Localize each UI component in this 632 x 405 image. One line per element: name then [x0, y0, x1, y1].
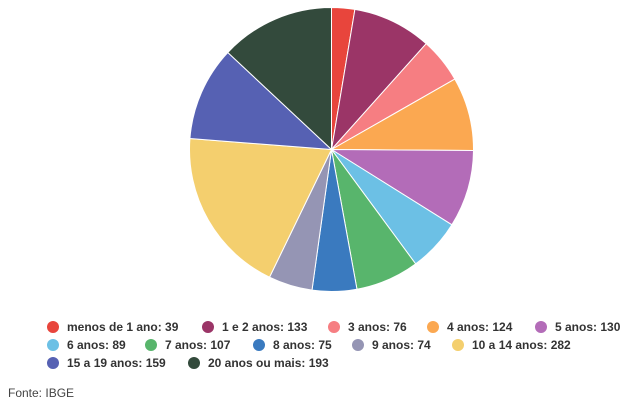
- legend-label-8-anos: 8 anos: 75: [273, 338, 332, 352]
- legend-marker-4-anos: [427, 321, 439, 333]
- legend-item-menos-de-1-ano[interactable]: menos de 1 ano: 39: [47, 318, 178, 336]
- legend-label-menos-de-1-ano: menos de 1 ano: 39: [67, 320, 179, 334]
- legend-marker-10-a-14-anos: [452, 339, 464, 351]
- legend-label-5-anos: 5 anos: 130: [555, 320, 621, 334]
- pie-chart: [189, 6, 475, 292]
- legend-label-7-anos: 7 anos: 107: [165, 338, 231, 352]
- legend-item-20-anos-ou-mais[interactable]: 20 anos ou mais: 193: [188, 354, 329, 372]
- legend-item-1-e-2-anos[interactable]: 1 e 2 anos: 133: [202, 318, 307, 336]
- legend-item-15-a-19-anos[interactable]: 15 a 19 anos: 159: [47, 354, 166, 372]
- legend-marker-3-anos: [328, 321, 340, 333]
- legend-item-5-anos[interactable]: 5 anos: 130: [535, 318, 620, 336]
- legend-item-7-anos[interactable]: 7 anos: 107: [145, 336, 230, 354]
- legend-label-9-anos: 9 anos: 74: [372, 338, 431, 352]
- legend-item-10-a-14-anos[interactable]: 10 a 14 anos: 282: [452, 336, 571, 354]
- pie-slice-1-e-2-anos[interactable]: [330, 8, 427, 152]
- legend-marker-7-anos: [145, 339, 157, 351]
- legend-label-20-anos-ou-mais: 20 anos ou mais: 193: [208, 356, 329, 370]
- source-note: Fonte: IBGE: [8, 386, 75, 400]
- legend-item-6-anos[interactable]: 6 anos: 89: [47, 336, 126, 354]
- pie-slice-20-anos-ou-mais[interactable]: [227, 6, 332, 151]
- legend-label-1-e-2-anos: 1 e 2 anos: 133: [222, 320, 308, 334]
- legend-marker-20-anos-ou-mais: [188, 357, 200, 369]
- legend-label-10-a-14-anos: 10 a 14 anos: 282: [472, 338, 571, 352]
- legend-item-3-anos[interactable]: 3 anos: 76: [328, 318, 407, 336]
- legend-marker-menos-de-1-ano: [47, 321, 59, 333]
- legend-marker-8-anos: [253, 339, 265, 351]
- legend-label-3-anos: 3 anos: 76: [348, 320, 407, 334]
- legend-item-8-anos[interactable]: 8 anos: 75: [253, 336, 332, 354]
- legend-marker-1-e-2-anos: [202, 321, 214, 333]
- legend-label-6-anos: 6 anos: 89: [67, 338, 126, 352]
- legend-marker-9-anos: [352, 339, 364, 351]
- legend-label-4-anos: 4 anos: 124: [447, 320, 513, 334]
- legend-marker-5-anos: [535, 321, 547, 333]
- pie-slice-10-a-14-anos[interactable]: [189, 137, 333, 278]
- legend-item-4-anos[interactable]: 4 anos: 124: [427, 318, 512, 336]
- pie-slice-15-a-19-anos[interactable]: [189, 51, 333, 151]
- legend-marker-15-a-19-anos: [47, 357, 59, 369]
- legend-marker-6-anos: [47, 339, 59, 351]
- legend-label-15-a-19-anos: 15 a 19 anos: 159: [67, 356, 166, 370]
- legend-item-9-anos[interactable]: 9 anos: 74: [352, 336, 431, 354]
